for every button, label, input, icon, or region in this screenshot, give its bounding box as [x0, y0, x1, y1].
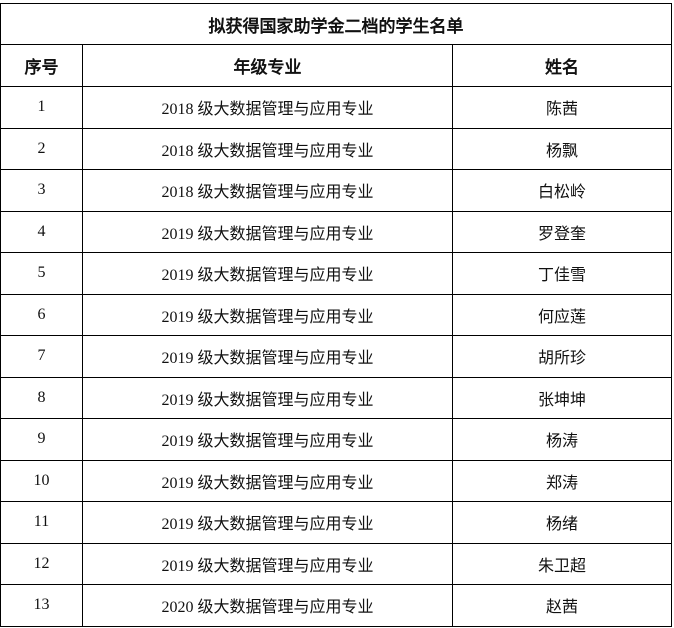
index-cell: 5: [0, 252, 83, 295]
header-index: 序号: [0, 44, 83, 87]
name-cell: 赵茜: [451, 584, 673, 627]
name-cell: 郑涛: [451, 459, 673, 502]
major-cell: 2019 级大数据管理与应用专业: [82, 418, 453, 461]
name-cell: 何应莲: [451, 293, 673, 336]
index-cell: 12: [0, 542, 83, 585]
major-cell: 2018 级大数据管理与应用专业: [82, 169, 453, 212]
index-cell: 13: [0, 584, 83, 627]
name-cell: 陈茜: [451, 86, 673, 129]
major-cell: 2019 级大数据管理与应用专业: [82, 293, 453, 336]
table-row: 4 2019 级大数据管理与应用专业 罗登奎: [0, 210, 673, 253]
major-cell: 2019 级大数据管理与应用专业: [82, 501, 453, 544]
major-cell: 2019 级大数据管理与应用专业: [82, 252, 453, 295]
header-major: 年级专业: [82, 44, 453, 87]
table-title: 拟获得国家助学金二档的学生名单: [0, 3, 673, 45]
major-cell: 2018 级大数据管理与应用专业: [82, 127, 453, 170]
table-row: 8 2019 级大数据管理与应用专业 张坤坤: [0, 376, 673, 419]
name-cell: 罗登奎: [451, 210, 673, 253]
header-name: 姓名: [451, 44, 673, 87]
table-row: 13 2020 级大数据管理与应用专业 赵茜: [0, 584, 673, 627]
table-row: 6 2019 级大数据管理与应用专业 何应莲: [0, 293, 673, 336]
name-cell: 朱卫超: [451, 542, 673, 585]
table-row: 3 2018 级大数据管理与应用专业 白松岭: [0, 169, 673, 212]
major-cell: 2019 级大数据管理与应用专业: [82, 459, 453, 502]
index-cell: 3: [0, 169, 83, 212]
major-cell: 2018 级大数据管理与应用专业: [82, 86, 453, 129]
index-cell: 2: [0, 127, 83, 170]
major-cell: 2019 级大数据管理与应用专业: [82, 542, 453, 585]
table-row: 7 2019 级大数据管理与应用专业 胡所珍: [0, 335, 673, 378]
student-list-table: 拟获得国家助学金二档的学生名单 序号 年级专业 姓名 1 2018 级大数据管理与…: [0, 3, 673, 627]
name-cell: 丁佳雪: [451, 252, 673, 295]
table-row: 2 2018 级大数据管理与应用专业 杨飘: [0, 127, 673, 170]
index-cell: 6: [0, 293, 83, 336]
major-cell: 2019 级大数据管理与应用专业: [82, 335, 453, 378]
table-row: 9 2019 级大数据管理与应用专业 杨涛: [0, 418, 673, 461]
major-cell: 2020 级大数据管理与应用专业: [82, 584, 453, 627]
major-cell: 2019 级大数据管理与应用专业: [82, 210, 453, 253]
name-cell: 杨涛: [451, 418, 673, 461]
index-cell: 4: [0, 210, 83, 253]
name-cell: 胡所珍: [451, 335, 673, 378]
major-cell: 2019 级大数据管理与应用专业: [82, 376, 453, 419]
name-cell: 杨飘: [451, 127, 673, 170]
index-cell: 1: [0, 86, 83, 129]
table-row: 10 2019 级大数据管理与应用专业 郑涛: [0, 459, 673, 502]
index-cell: 11: [0, 501, 83, 544]
name-cell: 张坤坤: [451, 376, 673, 419]
index-cell: 7: [0, 335, 83, 378]
index-cell: 9: [0, 418, 83, 461]
table-row: 5 2019 级大数据管理与应用专业 丁佳雪: [0, 252, 673, 295]
index-cell: 10: [0, 459, 83, 502]
table-row: 12 2019 级大数据管理与应用专业 朱卫超: [0, 542, 673, 585]
table-row: 11 2019 级大数据管理与应用专业 杨绪: [0, 501, 673, 544]
name-cell: 杨绪: [451, 501, 673, 544]
index-cell: 8: [0, 376, 83, 419]
header-row: 序号 年级专业 姓名: [0, 44, 673, 87]
table-row: 1 2018 级大数据管理与应用专业 陈茜: [0, 86, 673, 129]
name-cell: 白松岭: [451, 169, 673, 212]
